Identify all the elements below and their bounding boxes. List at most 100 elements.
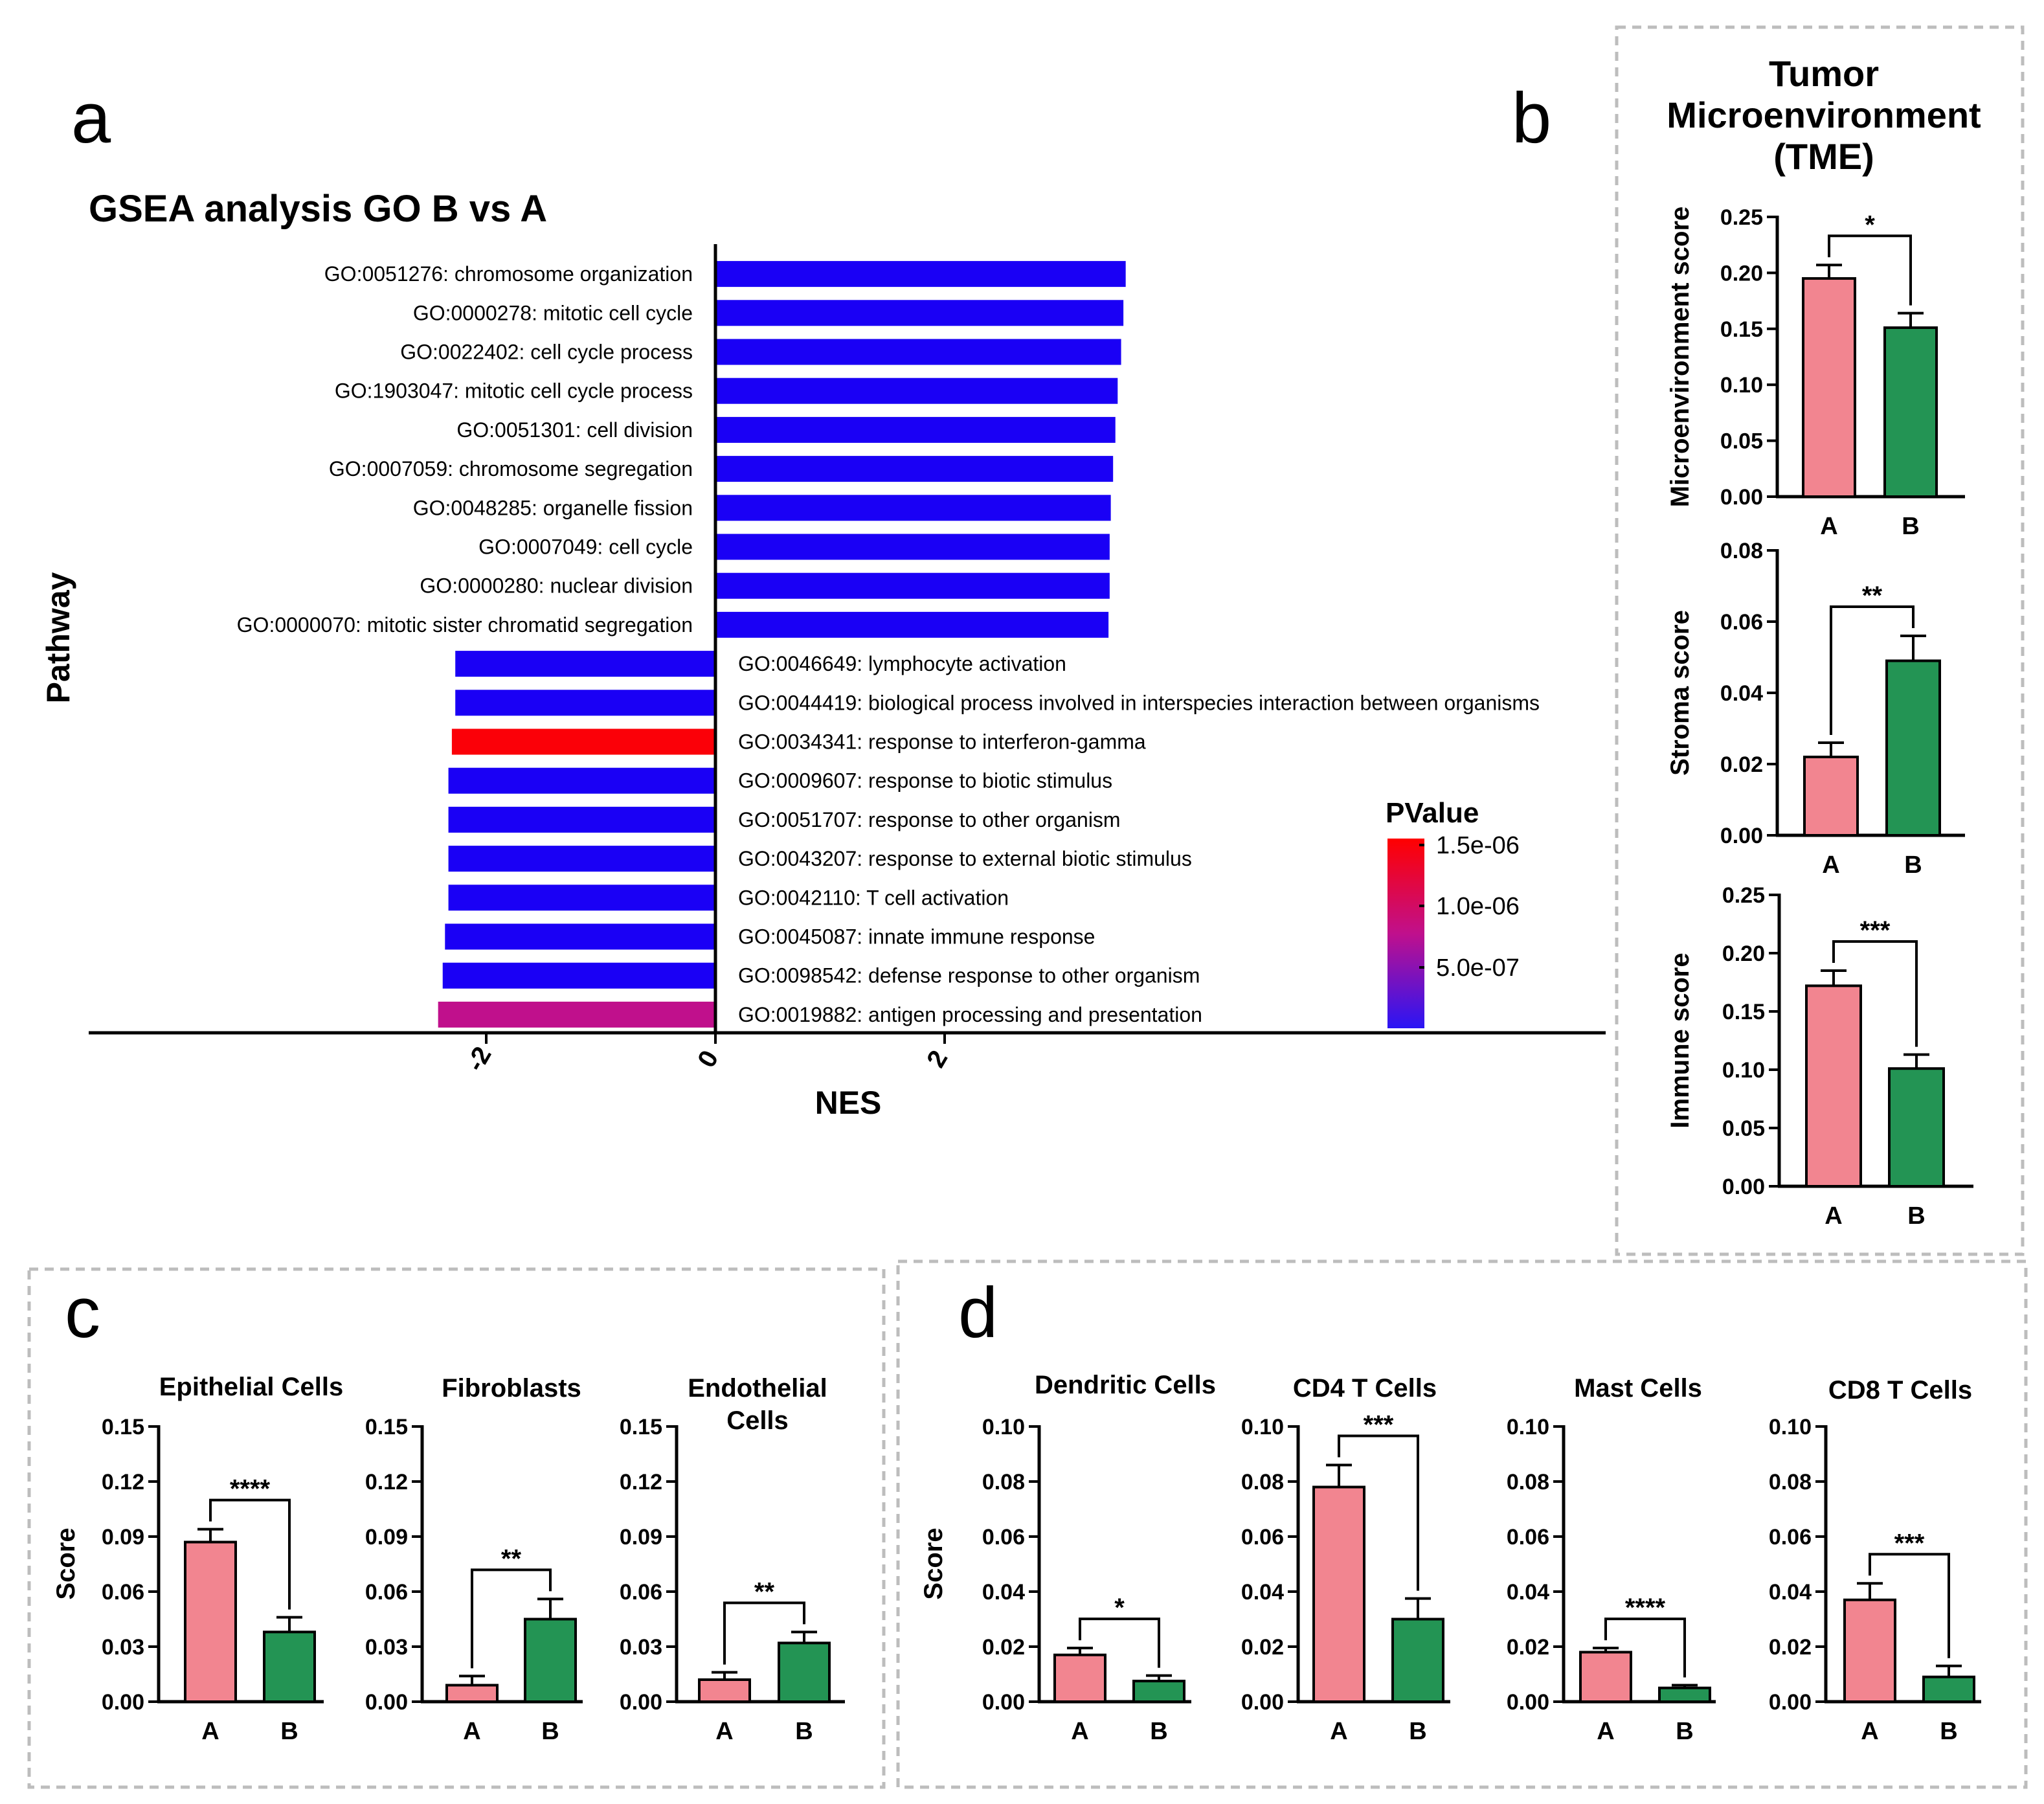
cell-chart-3-bar-b [778,1641,831,1703]
tme-chart-2: 0.00 0.02 0.04 0.06 0.08 A B ** Stroma score [1666,539,1965,879]
tme-title-line-3: (TME) [1773,136,1874,177]
tme-chart-1-y-tick-label: 0.25 [1720,205,1763,230]
cell-chart-2-y-tick-label: 0.06 [365,1580,408,1605]
immune-chart-4-y-tick-label: 0.04 [1769,1580,1812,1605]
cell-chart-1: 0.00 0.03 0.06 0.09 0.12 0.15 A B **** Epithelial… [102,1373,343,1745]
immune-chart-4-y-tick-label: 0.10 [1769,1415,1812,1439]
cell-chart-2-y-tick-label: 0.09 [365,1525,408,1550]
gsea-pathway-label: GO:0000280: nuclear division [420,574,693,598]
tme-chart-2-y-tick-label: 0.02 [1720,752,1763,777]
pvalue-legend-label-3: 5.0e-07 [1436,954,1520,982]
gsea-bar [715,261,1126,288]
immune-chart-3-y-tick-label: 0.06 [1507,1525,1549,1550]
cell-chart-3-y-tick-label: 0.06 [620,1580,662,1605]
cell-chart-3-y-tick-label: 0.12 [620,1470,662,1494]
tme-chart-3-y-label: Immune score [1666,953,1694,1128]
immune-chart-3-y-tick-label: 0.08 [1507,1470,1549,1494]
gsea-bar [715,611,1109,638]
gsea-x-tick-label: 2 [921,1046,953,1072]
tme-chart-2-category-label: A [1822,851,1839,879]
immune-chart-1-significance-stars: * [1114,1594,1125,1622]
immune-chart-1-y-tick-label: 0.06 [982,1525,1025,1550]
immune-chart-2-significance-stars: *** [1364,1411,1394,1439]
gsea-pathway-label: GO:1903047: mitotic cell cycle process [335,379,693,403]
gsea-pathway-label: GO:0098542: defense response to other or… [738,964,1200,987]
cell-chart-1-y-tick-label: 0.06 [102,1580,144,1605]
cell-chart-1-title: Epithelial Cells [159,1373,344,1401]
gsea-pathway-label: GO:0048285: organelle fission [413,496,693,519]
gsea-bar [715,572,1110,599]
gsea-x-tick-label: 0 [692,1046,724,1072]
gsea-bar [438,1001,715,1028]
gsea-bar [455,651,715,677]
cell-chart-1-category-label: B [280,1718,298,1745]
cell-chart-1-bar-a [184,1540,237,1703]
panel-b-frame [1615,25,2025,1256]
gsea-bar [451,728,715,755]
tme-chart-2-y-tick-label: 0.06 [1720,610,1763,635]
immune-chart-3: 0.00 0.02 0.04 0.06 0.08 0.10 A B **** Mast Cells [1507,1374,1716,1745]
immune-chart-3-bar-a [1579,1651,1632,1703]
cell-chart-2-significance-bracket [471,1568,552,1669]
tme-chart-1-y-tick-label: 0.00 [1720,485,1763,510]
cell-chart-3-y-tick-label: 0.09 [620,1525,662,1550]
tme-chart-2-y-label: Stroma score [1666,610,1694,776]
gsea-pathway-label: GO:0000278: mitotic cell cycle [413,301,693,324]
gsea-x-tick-label: -2 [461,1042,497,1076]
cell-chart-2-bar-a [445,1684,499,1703]
tme-chart-1-significance-stars: * [1865,210,1875,239]
cell-chart-3-bar-a [698,1678,751,1703]
tme-chart-1-significance-bracket [1828,234,1912,306]
immune-chart-1-category-label: B [1150,1718,1167,1745]
immune-chart-1-y-tick-label: 0.00 [982,1690,1025,1715]
gsea-pathway-label: GO:0044419: biological process involved … [738,691,1540,714]
gsea-bar [715,416,1116,443]
immune-chart-1-y-tick-label: 0.04 [982,1580,1025,1605]
cell-chart-3-title: Cells [726,1406,789,1435]
immune-chart-2-y-tick-label: 0.00 [1241,1690,1284,1715]
gsea-bar [715,339,1121,365]
gsea-bar [448,846,715,872]
immune-chart-2-y-tick-label: 0.02 [1241,1635,1284,1660]
gsea-pathway-label: GO:0034341: response to interferon-gamma [738,730,1146,754]
cell-chart-2-significance-stars: ** [501,1544,522,1573]
cell-chart-2-y-tick-label: 0.15 [365,1415,408,1439]
tme-chart-3: 0.00 0.05 0.10 0.15 0.20 0.25 A B *** Immune scor… [1666,883,1973,1230]
tme-chart-3-category-label: B [1907,1202,1925,1230]
immune-chart-3-significance-stars: **** [1625,1594,1666,1622]
immune-chart-4-category-label: A [1861,1718,1878,1745]
cell-chart-3-significance-stars: ** [754,1577,775,1606]
tme-chart-1-y-tick-label: 0.15 [1720,317,1763,342]
immune-chart-1-category-label: A [1071,1718,1088,1745]
cell-chart-1-significance-stars: **** [230,1475,271,1504]
tme-chart-2-significance-bracket [1830,605,1915,735]
gsea-bar [715,534,1110,560]
tme-title-line-2: Microenvironment [1667,95,1981,135]
cell-chart-3-y-tick-label: 0.00 [620,1690,662,1715]
immune-chart-4-significance-stars: *** [1894,1529,1925,1557]
immune-chart-4-title: CD8 T Cells [1828,1376,1972,1404]
tme-chart-3-y-tick-label: 0.10 [1722,1058,1765,1083]
immune-chart-3-category-label: B [1676,1718,1693,1745]
tme-chart-2-y-tick-label: 0.04 [1720,681,1763,706]
tme-chart-2-significance-stars: ** [1862,581,1883,610]
tme-chart-3-category-label: A [1825,1202,1842,1230]
gsea-pathway-label: GO:0000070: mitotic sister chromatid seg… [237,613,693,637]
immune-chart-2-category-label: B [1409,1718,1426,1745]
immune-chart-4-y-tick-label: 0.06 [1769,1525,1812,1550]
tme-chart-3-y-tick-label: 0.00 [1722,1175,1765,1199]
cell-chart-3-category-label: A [715,1718,733,1745]
cell-chart-3: 0.00 0.03 0.06 0.09 0.12 0.15 A B ** Endothelial C… [620,1374,845,1745]
immune-chart-1-y-tick-label: 0.10 [982,1415,1025,1439]
cell-chart-2-y-tick-label: 0.00 [365,1690,408,1715]
immune-chart-1-bar-b [1132,1680,1185,1703]
immune-chart-4-significance-bracket [1869,1553,1950,1658]
immune-chart-1-y-tick-label: 0.02 [982,1635,1025,1660]
panel-letter-d: d [958,1273,998,1353]
immune-chart-2-bar-b [1391,1618,1444,1703]
gsea-pathway-label: GO:0019882: antigen processing and prese… [738,1003,1202,1026]
panel-letter-c: c [65,1273,100,1353]
gsea-bar [448,767,715,794]
gsea-bar [715,495,1111,521]
